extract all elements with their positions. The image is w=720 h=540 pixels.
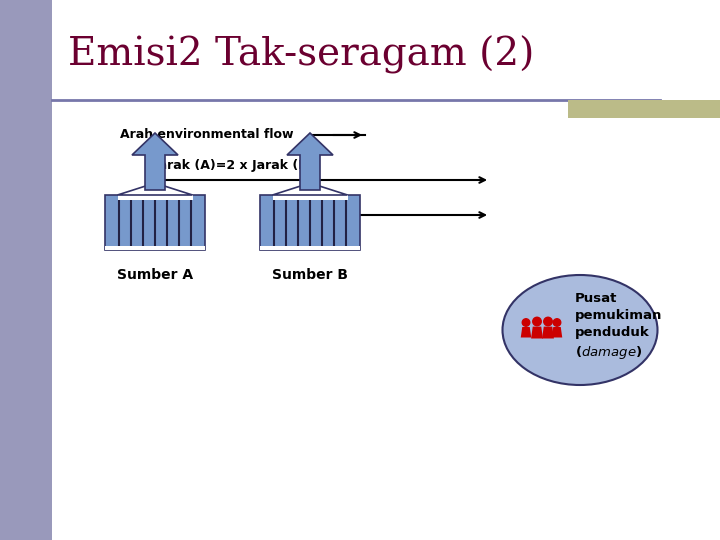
Polygon shape — [542, 327, 554, 339]
Polygon shape — [117, 183, 192, 195]
Polygon shape — [531, 327, 543, 339]
Polygon shape — [552, 327, 562, 338]
Circle shape — [533, 317, 541, 326]
Bar — [260, 246, 360, 250]
Circle shape — [553, 319, 561, 326]
Text: Jarak (B): Jarak (B) — [280, 193, 341, 206]
Text: Sumber A: Sumber A — [117, 268, 193, 282]
Polygon shape — [287, 133, 333, 190]
Text: Jarak (A)=2 x Jarak (B): Jarak (A)=2 x Jarak (B) — [155, 159, 315, 172]
Bar — [260, 195, 360, 250]
Text: Sumber B: Sumber B — [272, 268, 348, 282]
Circle shape — [544, 317, 552, 326]
Polygon shape — [521, 327, 531, 338]
Polygon shape — [132, 133, 178, 190]
Text: Pusat
pemukiman
penduduk
($\it{damage}$): Pusat pemukiman penduduk ($\it{damage}$) — [575, 292, 662, 361]
Bar — [0, 0, 52, 540]
Bar — [117, 195, 192, 200]
Bar — [568, 100, 720, 118]
Polygon shape — [272, 183, 348, 195]
Text: Arah environmental flow: Arah environmental flow — [120, 129, 294, 141]
Bar — [105, 246, 205, 250]
Text: Emisi2 Tak-seragam (2): Emisi2 Tak-seragam (2) — [68, 36, 534, 74]
Ellipse shape — [503, 275, 657, 385]
Circle shape — [522, 319, 530, 326]
Bar — [272, 195, 348, 200]
Bar — [105, 195, 205, 250]
